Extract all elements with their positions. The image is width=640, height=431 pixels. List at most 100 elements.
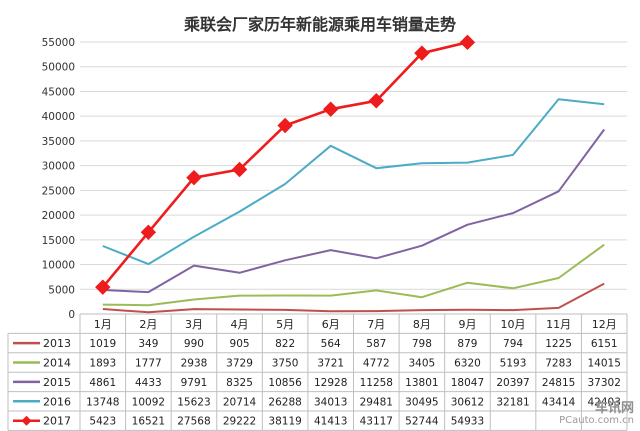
y-tick-label: 15000 bbox=[42, 235, 75, 247]
series-line-2013 bbox=[102, 282, 605, 314]
legend-label-2014: 2014 bbox=[43, 357, 71, 370]
x-tick-label: 11月 bbox=[546, 318, 571, 331]
series-line-2015 bbox=[102, 128, 606, 294]
table-cell: 27568 bbox=[177, 416, 210, 428]
table-cell: 24815 bbox=[542, 377, 575, 389]
table-cell: 798 bbox=[412, 338, 432, 350]
y-tick-label: 25000 bbox=[42, 185, 75, 197]
series-line-2016 bbox=[102, 98, 605, 266]
table-cell: 10856 bbox=[268, 377, 302, 389]
table-cell: 52744 bbox=[405, 416, 439, 428]
table-cell: 3729 bbox=[226, 358, 253, 370]
table-cell: 30495 bbox=[405, 396, 438, 408]
table-cell: 30612 bbox=[451, 396, 484, 408]
table-cell: 41413 bbox=[314, 416, 347, 428]
table-cell: 879 bbox=[457, 338, 477, 350]
table-cell: 564 bbox=[321, 338, 341, 350]
x-tick-label: 6月 bbox=[322, 318, 340, 331]
chart-title: 乘联会厂家历年新能源乘用车销量走势 bbox=[183, 15, 456, 34]
table-cell: 5423 bbox=[89, 416, 116, 428]
table-cell: 54933 bbox=[451, 416, 484, 428]
table-cell: 16521 bbox=[132, 416, 165, 428]
x-tick-label: 12月 bbox=[592, 318, 617, 331]
table-cell: 3405 bbox=[409, 358, 436, 370]
x-tick-label: 3月 bbox=[185, 318, 203, 331]
data-point-2017 bbox=[277, 117, 293, 134]
table-cell: 4861 bbox=[89, 377, 116, 389]
table-cell: 4772 bbox=[363, 358, 390, 370]
table-cell: 14015 bbox=[588, 358, 621, 370]
x-tick-label: 7月 bbox=[367, 318, 385, 331]
legend-label-2015: 2015 bbox=[43, 376, 71, 389]
data-point-2017 bbox=[95, 279, 111, 295]
table-cell: 2938 bbox=[181, 358, 208, 370]
table-cell: 37302 bbox=[588, 377, 621, 389]
watermark: 车讯网 PCauto.com.cn bbox=[559, 401, 634, 427]
legend-label-2017: 2017 bbox=[43, 415, 71, 428]
y-tick-label: 40000 bbox=[42, 111, 75, 123]
table-cell: 42403 bbox=[588, 396, 621, 408]
table-cell: 13801 bbox=[405, 377, 438, 389]
table-cell: 3750 bbox=[272, 358, 299, 370]
table-cell: 38119 bbox=[268, 416, 301, 428]
table-cell: 13748 bbox=[86, 396, 119, 408]
legend-marker-2017 bbox=[21, 415, 32, 426]
legend-label-2016: 2016 bbox=[43, 395, 71, 408]
table-cell: 4433 bbox=[135, 377, 162, 389]
data-point-2017 bbox=[323, 101, 339, 117]
table-cell: 349 bbox=[138, 338, 158, 350]
data-point-2017 bbox=[368, 93, 384, 109]
y-tick-label: 20000 bbox=[42, 210, 75, 222]
table-cell: 34013 bbox=[314, 396, 347, 408]
table-cell: 7283 bbox=[545, 358, 572, 370]
data-point-2017 bbox=[140, 224, 157, 241]
watermark-line1: 车讯网 bbox=[594, 401, 634, 416]
table-cell: 29222 bbox=[223, 416, 256, 428]
table-cell: 32181 bbox=[496, 396, 529, 408]
x-tick-label: 1月 bbox=[94, 318, 112, 331]
table-cell: 43117 bbox=[360, 416, 393, 428]
table-cell: 990 bbox=[184, 338, 204, 350]
table-cell: 1893 bbox=[89, 358, 116, 370]
x-tick-label: 10月 bbox=[501, 318, 526, 331]
table-cell: 8325 bbox=[226, 377, 253, 389]
table-cell: 5193 bbox=[500, 358, 527, 370]
x-tick-label: 5月 bbox=[276, 318, 294, 331]
table-cell: 26288 bbox=[268, 396, 301, 408]
data-point-2017 bbox=[414, 45, 430, 61]
table-cell: 29481 bbox=[360, 396, 393, 408]
y-tick-label: 5000 bbox=[48, 284, 75, 296]
x-tick-label: 9月 bbox=[458, 318, 476, 331]
table-cell: 587 bbox=[366, 338, 386, 350]
data-point-2017 bbox=[459, 34, 476, 51]
legend-label-2013: 2013 bbox=[43, 337, 71, 350]
table-cell: 11258 bbox=[360, 377, 393, 389]
table-cell: 822 bbox=[275, 338, 295, 350]
y-tick-label: 35000 bbox=[42, 136, 75, 148]
table-cell: 43414 bbox=[542, 396, 576, 408]
y-tick-label: 55000 bbox=[42, 37, 75, 49]
watermark-line2: PCauto.com.cn bbox=[559, 415, 634, 426]
table-cell: 794 bbox=[503, 338, 523, 350]
y-tick-label: 0 bbox=[68, 309, 75, 321]
y-tick-label: 45000 bbox=[42, 86, 75, 98]
y-tick-label: 10000 bbox=[42, 260, 75, 272]
table-cell: 12928 bbox=[314, 377, 347, 389]
x-tick-label: 2月 bbox=[139, 318, 157, 331]
table-cell: 1777 bbox=[135, 358, 162, 370]
table-cell: 905 bbox=[230, 338, 250, 350]
table-cell: 9791 bbox=[181, 377, 208, 389]
data-point-2017 bbox=[186, 169, 202, 186]
x-tick-label: 4月 bbox=[231, 318, 249, 331]
table-cell: 1019 bbox=[89, 338, 116, 350]
data-point-2017 bbox=[231, 161, 248, 178]
x-tick-label: 8月 bbox=[413, 318, 431, 331]
table-cell: 10092 bbox=[132, 396, 165, 408]
table-cell: 18047 bbox=[451, 377, 484, 389]
table-cell: 6151 bbox=[591, 338, 618, 350]
table-cell: 1225 bbox=[545, 338, 572, 350]
series-line-2014 bbox=[102, 243, 605, 307]
table-cell: 20397 bbox=[496, 377, 529, 389]
